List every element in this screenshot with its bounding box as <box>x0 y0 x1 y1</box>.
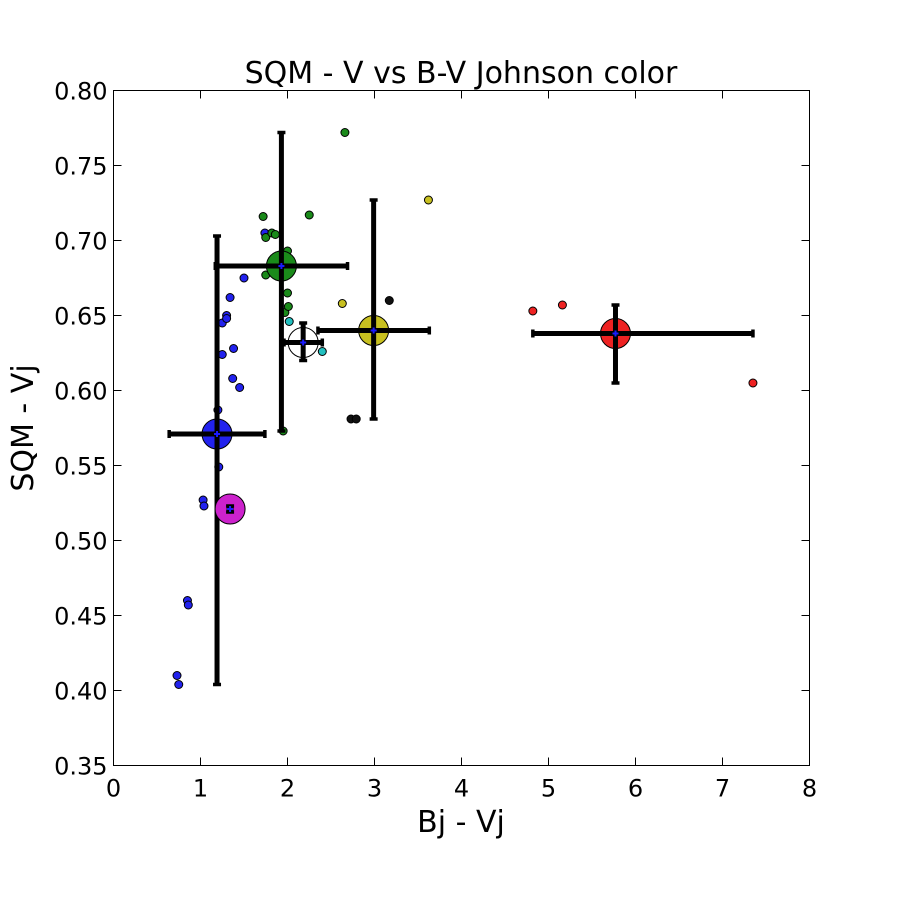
data-point <box>340 128 350 137</box>
y-axis-label: SQM - Vj <box>6 364 41 491</box>
x-tick-label: 0 <box>106 775 121 803</box>
series-0 <box>172 228 270 689</box>
chart-title: SQM - V vs B-V Johnson color <box>245 56 678 91</box>
data-point <box>317 347 327 356</box>
data-point <box>284 317 294 326</box>
class-mean-5 <box>214 493 246 525</box>
data-point <box>337 299 347 308</box>
class-mean-2 <box>282 321 325 363</box>
data-point <box>183 600 193 610</box>
data-point <box>283 288 292 298</box>
y-tick-label: 0.75 <box>54 153 107 181</box>
data-point <box>528 306 538 316</box>
x-tick-label: 1 <box>193 775 208 803</box>
y-tick-label: 0.60 <box>54 378 107 406</box>
data-point <box>222 314 232 323</box>
class-mean-3 <box>316 198 432 421</box>
series-2 <box>284 317 327 356</box>
data-point <box>239 273 249 283</box>
data-point <box>229 344 239 353</box>
data-point <box>351 414 361 424</box>
axis-ticks: 0 1 2 3 4 5 6 7 8 0.35 0.40 0.45 0.50 0.55 0.60 0.65 0.7… <box>54 78 817 803</box>
data-point <box>270 230 280 239</box>
data-point <box>172 671 182 680</box>
y-tick-label: 0.65 <box>54 303 107 331</box>
series-3 <box>337 195 433 308</box>
data-point <box>384 296 394 305</box>
class-mean-0 <box>167 234 267 687</box>
y-tick-label: 0.35 <box>54 753 107 781</box>
data-point <box>283 302 293 311</box>
x-tick-label: 2 <box>280 775 295 803</box>
x-tick-label: 4 <box>454 775 469 803</box>
class-mean-4 <box>531 303 755 385</box>
y-tick-label: 0.50 <box>54 528 107 556</box>
data-point <box>199 501 209 511</box>
x-tick-label: 8 <box>802 775 817 803</box>
data-point <box>261 233 271 242</box>
y-tick-label: 0.55 <box>54 453 107 481</box>
x-tick-label: 3 <box>367 775 382 803</box>
data-point <box>235 383 245 392</box>
series-4 <box>346 296 394 424</box>
x-tick-label: 7 <box>715 775 730 803</box>
y-tick-label: 0.80 <box>54 78 107 106</box>
data-point <box>423 195 433 205</box>
x-tick-label: 6 <box>628 775 643 803</box>
x-axis-label: Bj - Vj <box>417 805 505 840</box>
chart-marks <box>167 128 758 689</box>
y-tick-label: 0.45 <box>54 603 107 631</box>
y-tick-label: 0.40 <box>54 678 107 706</box>
x-tick-label: 5 <box>541 775 556 803</box>
data-point <box>225 293 235 302</box>
data-point <box>174 680 184 689</box>
y-tick-label: 0.70 <box>54 228 107 256</box>
data-point <box>304 210 314 220</box>
data-point <box>557 300 567 310</box>
series-1 <box>258 128 350 436</box>
series-5 <box>528 300 758 388</box>
data-point <box>228 374 238 383</box>
class-mean-1 <box>213 130 350 433</box>
data-point <box>258 212 268 221</box>
data-point <box>748 378 758 388</box>
